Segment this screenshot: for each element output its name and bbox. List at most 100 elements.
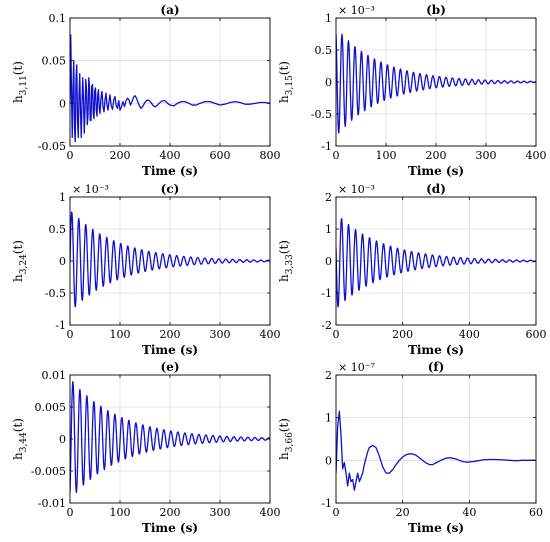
- y-tick-label: -0.01: [38, 497, 66, 510]
- y-tick-label: 2: [325, 191, 332, 204]
- chart-title: (c): [161, 182, 180, 196]
- x-tick-label: 20: [396, 506, 410, 519]
- x-tick-label: 40: [462, 506, 476, 519]
- y-axis-label-base: h: [11, 95, 25, 103]
- x-axis-label: Time (s): [408, 343, 464, 357]
- chart-title: (f): [428, 360, 445, 374]
- axes-box: [335, 374, 537, 504]
- y-tick-label: -0.05: [38, 140, 66, 153]
- y-tick-label: 0: [325, 76, 332, 89]
- y-axis-label-subscript: 3,11: [19, 75, 29, 95]
- x-tick-label: 200: [160, 506, 181, 519]
- y-tick-label: 0.5: [49, 223, 67, 236]
- x-tick-label: 0: [333, 506, 340, 519]
- y-axis-label: h3,24(t): [11, 240, 29, 282]
- y-tick-label: 0.5: [315, 44, 333, 57]
- x-tick-label: 200: [110, 149, 131, 162]
- y-axis-label-argument: (t): [277, 240, 291, 254]
- y-tick-label: 0: [59, 433, 66, 446]
- x-tick-label: 0: [333, 328, 340, 341]
- y-axis-label: h3,11(t): [11, 61, 29, 103]
- y-exponent-label: × 10⁻³: [338, 183, 375, 196]
- y-axis-label-argument: (t): [11, 61, 25, 75]
- y-tick-label: 0.05: [42, 55, 67, 68]
- y-tick-label: 0: [59, 255, 66, 268]
- y-tick-label: -0.005: [31, 465, 66, 478]
- y-tick-label: -1: [321, 497, 332, 510]
- x-tick-label: 0: [67, 328, 74, 341]
- series-line: [70, 211, 270, 308]
- x-tick-label: 400: [160, 149, 181, 162]
- y-axis-label-base: h: [277, 452, 291, 460]
- y-axis-label-base: h: [11, 452, 25, 460]
- series-line: [70, 381, 270, 494]
- y-axis-label: h3,15(t): [277, 61, 295, 103]
- y-exponent-label: × 10⁻³: [72, 183, 109, 196]
- x-tick-label: 400: [459, 328, 480, 341]
- y-tick-label: 1: [325, 12, 332, 25]
- y-axis-label-subscript: 3,24: [19, 254, 29, 274]
- y-tick-label: 0.005: [35, 401, 67, 414]
- y-axis-label: h3,44(t): [11, 418, 29, 460]
- x-axis-label: Time (s): [408, 164, 464, 178]
- y-tick-label: 0: [59, 97, 66, 110]
- y-tick-label: 0.01: [42, 369, 67, 382]
- y-tick-label: -1: [321, 140, 332, 153]
- x-tick-label: 400: [526, 149, 547, 162]
- x-tick-label: 300: [476, 149, 497, 162]
- chart-title: (a): [160, 3, 179, 17]
- x-tick-label: 200: [160, 328, 181, 341]
- y-axis-label-argument: (t): [277, 418, 291, 432]
- y-tick-label: -1: [321, 287, 332, 300]
- y-tick-label: 0: [325, 454, 332, 467]
- y-tick-label: 1: [325, 223, 332, 236]
- series-line: [336, 218, 536, 308]
- y-tick-label: 1: [59, 191, 66, 204]
- plot-area: [336, 375, 536, 503]
- y-tick-label: 1: [325, 412, 332, 425]
- y-tick-label: -0.5: [45, 287, 66, 300]
- y-axis-label: h3,66(t): [277, 418, 295, 460]
- y-axis-label-subscript: 3,66: [285, 432, 295, 452]
- y-tick-label: -0.5: [311, 108, 332, 121]
- panel-d: 0 200 400 600 -2 -1 0 1 2 (d) × 10⁻³ Time (s) h3,33(…: [277, 182, 547, 357]
- x-tick-label: 300: [210, 506, 231, 519]
- series-line: [336, 410, 536, 491]
- x-axis-label: Time (s): [408, 521, 464, 535]
- x-tick-label: 200: [426, 149, 447, 162]
- y-tick-label: 0.1: [49, 12, 67, 25]
- x-tick-label: 400: [260, 506, 281, 519]
- y-axis-label-argument: (t): [277, 61, 291, 75]
- x-tick-label: 200: [392, 328, 413, 341]
- y-axis-label-base: h: [277, 95, 291, 103]
- x-tick-label: 300: [210, 328, 231, 341]
- x-tick-label: 100: [110, 506, 131, 519]
- x-tick-label: 100: [376, 149, 397, 162]
- x-tick-label: 100: [110, 328, 131, 341]
- y-axis-label-subscript: 3,44: [19, 432, 29, 452]
- y-axis-label-argument: (t): [11, 240, 25, 254]
- y-axis-label-argument: (t): [11, 418, 25, 432]
- x-axis-label: Time (s): [142, 164, 198, 178]
- y-exponent-label: × 10⁻³: [338, 4, 375, 17]
- y-axis-label-subscript: 3,15: [285, 75, 295, 95]
- chart-title: (d): [426, 182, 446, 196]
- y-axis-label-base: h: [11, 274, 25, 282]
- y-axis-label-subscript: 3,33: [285, 254, 295, 274]
- y-tick-label: -2: [321, 319, 332, 332]
- x-axis-label: Time (s): [142, 343, 198, 357]
- chart-title: (b): [426, 3, 446, 17]
- y-axis-label: h3,33(t): [277, 240, 295, 282]
- y-tick-label: 2: [325, 369, 332, 382]
- series-line: [336, 33, 536, 134]
- y-tick-label: -1: [55, 319, 66, 332]
- x-axis-label: Time (s): [142, 521, 198, 535]
- x-tick-label: 600: [210, 149, 231, 162]
- x-tick-label: 800: [260, 149, 281, 162]
- panel-e: 0 100 200 300 400 -0.01 -0.005 0 0.005 0.01 (e) Tim…: [11, 360, 281, 535]
- x-tick-label: 600: [526, 328, 547, 341]
- x-tick-label: 0: [67, 149, 74, 162]
